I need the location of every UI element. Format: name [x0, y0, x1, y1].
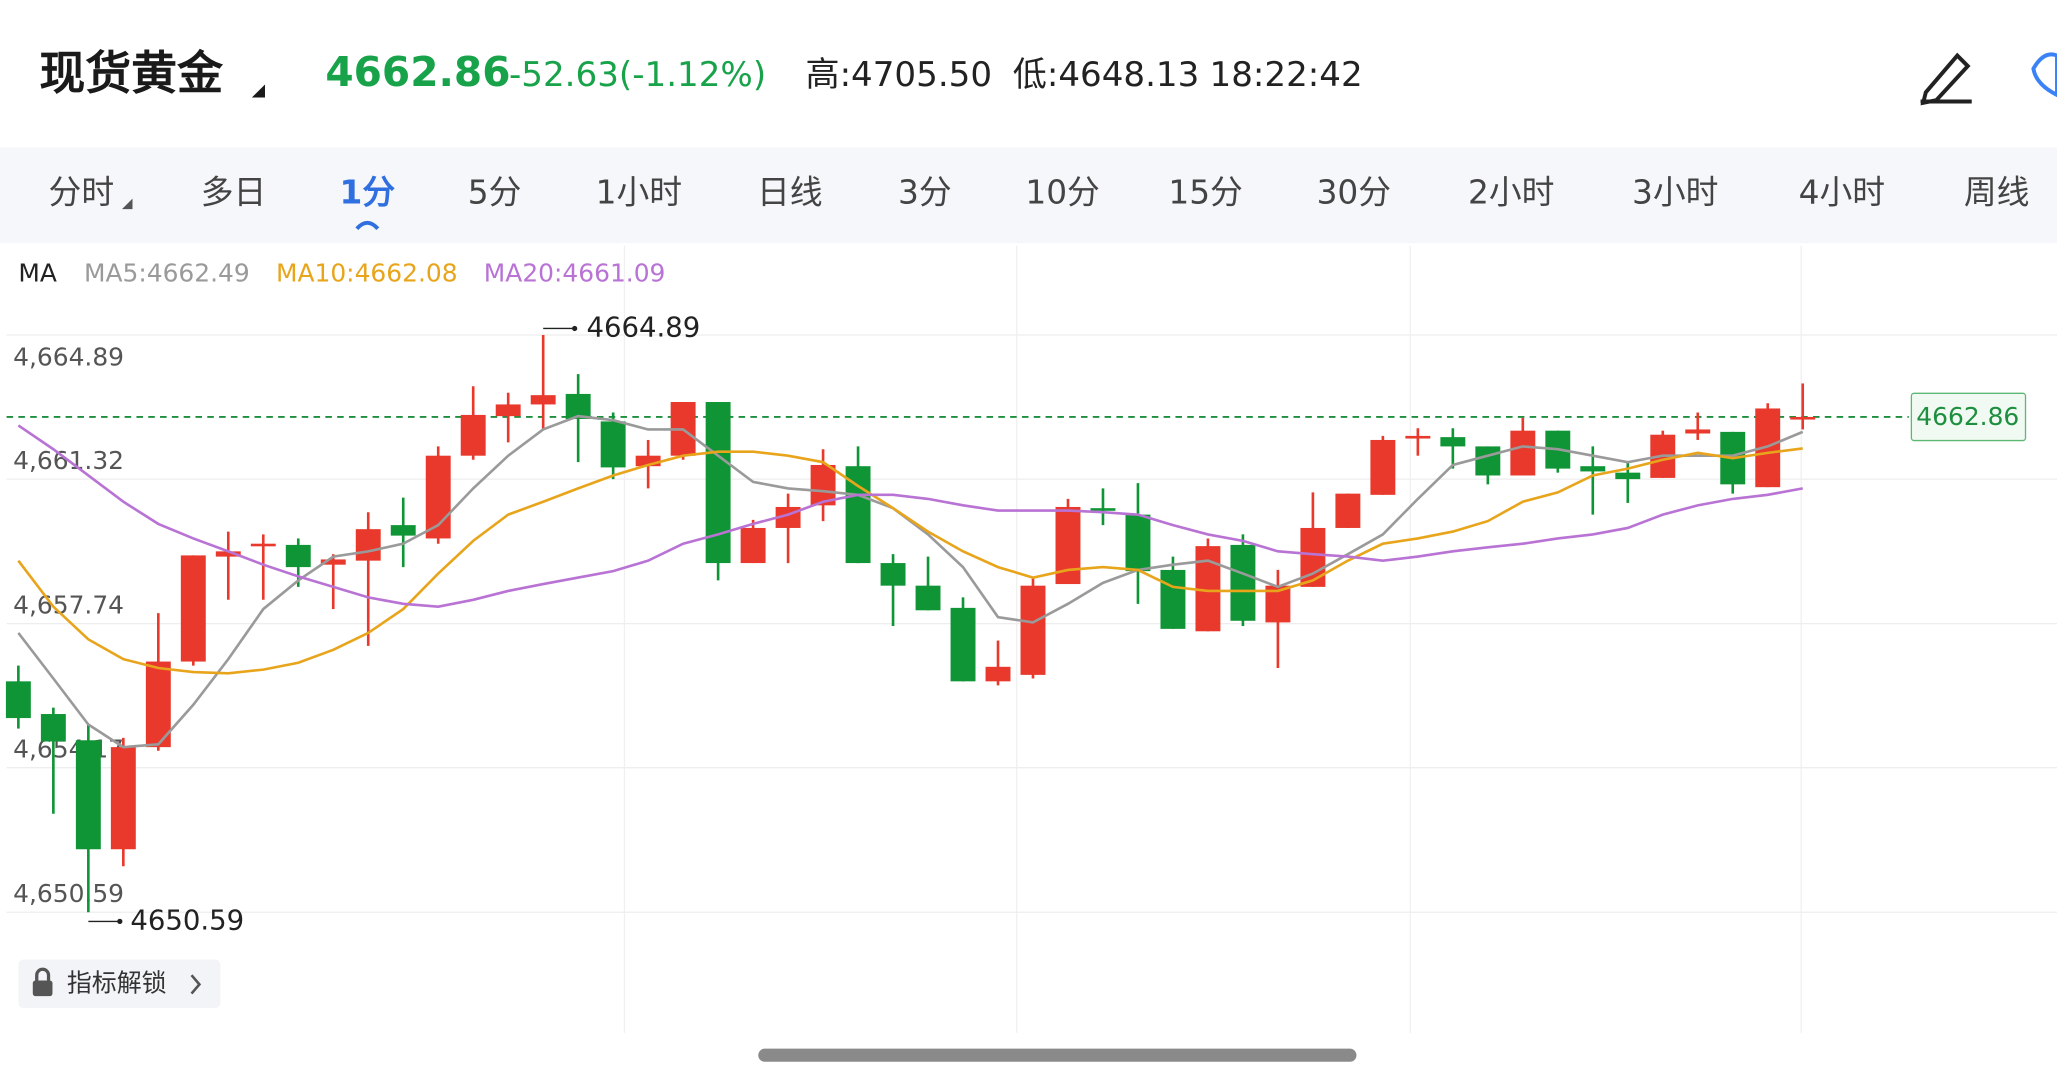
candle-body — [845, 466, 871, 564]
candle-body — [460, 414, 486, 456]
lock-body — [32, 980, 53, 997]
tabs: 分时 多日 1分 5分 1小时 日线 3分 10分 15分 30分 2小时 3小时 4小时 周线 — [49, 174, 2030, 231]
candle-body — [1615, 472, 1641, 480]
candle-body — [1440, 437, 1466, 447]
candle-body — [810, 464, 836, 506]
legend-entry: MA20:4661.09 — [484, 259, 666, 288]
candle-body — [145, 661, 171, 748]
candle-body — [320, 559, 346, 565]
y-tick-label: 4,650.59 — [13, 879, 124, 908]
candle-body — [110, 747, 136, 850]
candle-body — [1790, 416, 1816, 420]
price: 4662.86 — [325, 48, 510, 96]
candle-body — [40, 714, 66, 742]
legend-entry: MA10:4662.08 — [276, 259, 458, 288]
candle-body — [1405, 435, 1431, 439]
candle-body — [705, 402, 731, 564]
candle-body — [1475, 446, 1501, 476]
tab[interactable]: 4小时 — [1799, 174, 1885, 212]
candle-body — [985, 666, 1011, 682]
tab-active-indicator — [355, 220, 380, 231]
update-time: 18:22:42 — [1210, 55, 1363, 95]
tab[interactable]: 多日 — [201, 174, 267, 212]
candle-body — [1020, 585, 1046, 675]
unlock-button-bg — [18, 959, 221, 1008]
tab[interactable]: 15分 — [1168, 174, 1243, 212]
candle-body — [285, 544, 311, 568]
candle-body — [1685, 429, 1711, 434]
tab[interactable]: 分时 — [49, 174, 115, 212]
ma-line — [17, 447, 1803, 675]
candle-body — [355, 529, 381, 561]
candle-body — [1335, 493, 1361, 528]
edit-icon[interactable] — [1920, 52, 1972, 106]
legend-entry: MA5:4662.49 — [84, 259, 250, 288]
tab[interactable]: 30分 — [1317, 174, 1392, 212]
min-label: 4650.59 — [130, 904, 244, 936]
tab[interactable]: 周线 — [1964, 174, 2030, 212]
candle-body — [1580, 466, 1606, 472]
candle-body — [75, 740, 101, 850]
tab[interactable]: 5分 — [468, 174, 522, 212]
favorite-icon[interactable] — [2031, 52, 2057, 98]
candle-body — [915, 585, 941, 611]
y-tick-label: 4,657.74 — [13, 591, 124, 620]
y-tick-label: 4,654.17 — [13, 735, 124, 764]
lock-shackle — [35, 967, 51, 981]
legend-title: MA — [18, 259, 57, 288]
title-caret — [251, 84, 265, 98]
min-pointer-dot — [117, 918, 123, 925]
candle-body — [390, 525, 416, 536]
candle-body — [250, 543, 276, 547]
scroll-indicator — [758, 1048, 1357, 1062]
chart: 4,650.594,654.174,657.744,661.324,664.89… — [5, 245, 2057, 1033]
max-label: 4664.89 — [586, 311, 700, 343]
tab[interactable]: 10分 — [1025, 174, 1100, 212]
tab[interactable]: 日线 — [757, 174, 823, 212]
unlock-label: 指标解锁 — [67, 968, 167, 997]
tab-bar — [0, 147, 2057, 244]
y-tick-label: 4,664.89 — [13, 343, 124, 372]
tab[interactable]: 3小时 — [1632, 174, 1718, 212]
low-price: 低:4648.13 — [1013, 55, 1200, 95]
tab[interactable]: 1分 — [340, 174, 396, 212]
candle-body — [1090, 508, 1116, 511]
candle-body — [215, 551, 241, 557]
candle-body — [5, 681, 31, 719]
current-price-label: 4662.86 — [1916, 402, 2019, 431]
tab[interactable]: 2小时 — [1468, 174, 1554, 212]
candle-body — [565, 393, 591, 419]
tab[interactable]: 3分 — [898, 174, 952, 212]
candle-body — [1125, 514, 1151, 572]
candle-body — [740, 527, 766, 564]
candle-body — [600, 421, 626, 468]
candle-body — [530, 395, 556, 405]
tab[interactable]: 1小时 — [596, 174, 682, 212]
ma-line — [17, 424, 1803, 608]
candle-body — [495, 404, 521, 417]
candle-body — [1510, 430, 1536, 476]
current-price-badge — [1910, 392, 2027, 442]
candle-body — [1230, 544, 1256, 621]
high-price: 高:4705.50 — [805, 55, 992, 95]
price-change: -52.63(-1.12%) — [509, 55, 766, 95]
tab-caret — [122, 198, 133, 210]
candle-body — [880, 563, 906, 586]
candle-body — [1160, 569, 1186, 629]
instrument-title[interactable]: 现货黄金 — [39, 46, 224, 100]
unlock-button[interactable]: 指标解锁 — [18, 959, 221, 1008]
max-pointer-dot — [572, 325, 578, 332]
candle-body — [1370, 439, 1396, 495]
candle-body — [635, 455, 661, 467]
unlock-chevron — [190, 974, 202, 995]
candle-body — [950, 607, 976, 682]
candle-body — [180, 555, 206, 662]
